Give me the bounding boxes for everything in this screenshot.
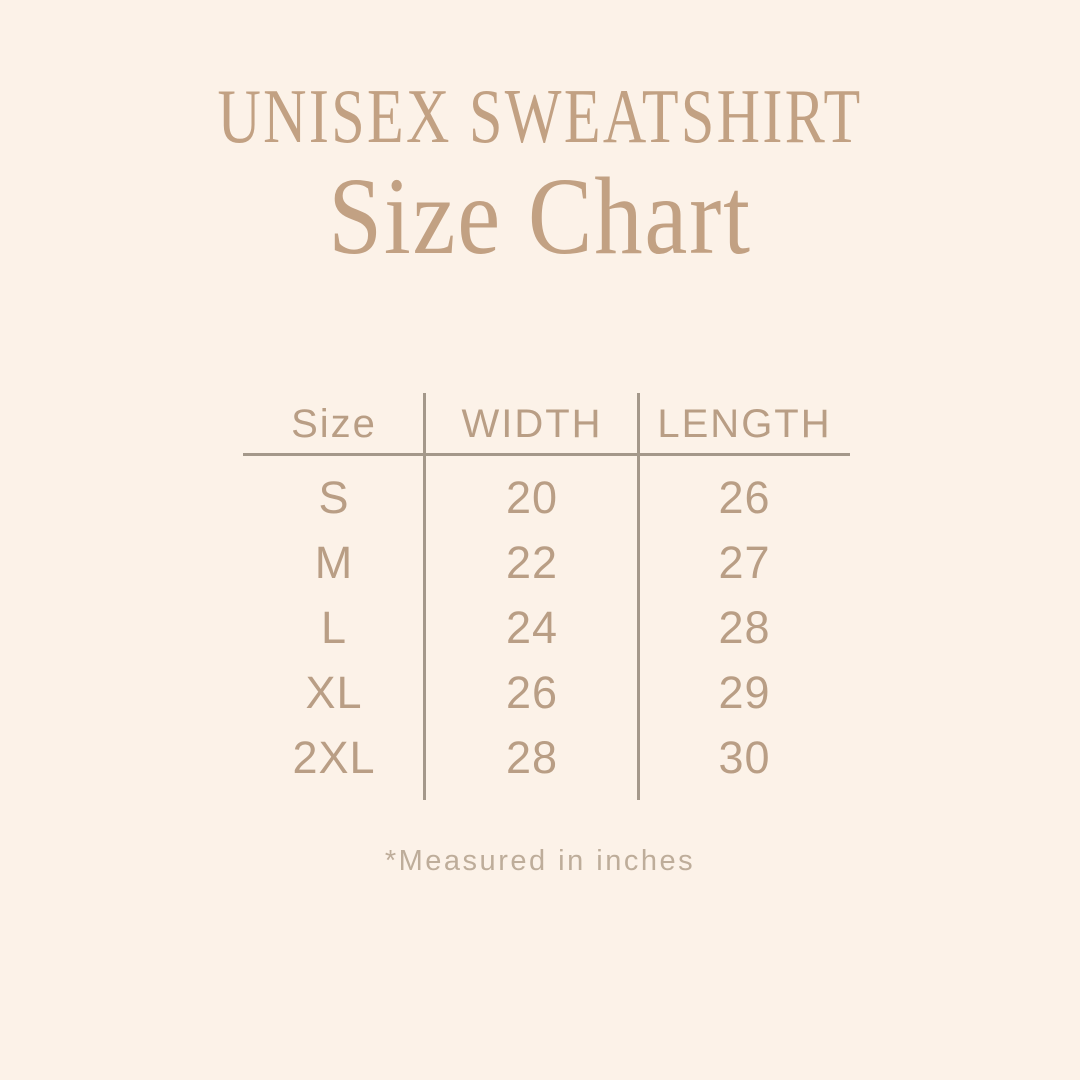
- size-cell: L: [320, 601, 348, 653]
- table-row: L 24 28: [243, 595, 850, 660]
- page-title: Size Chart: [328, 155, 752, 277]
- column-header-width: WIDTH: [461, 401, 603, 446]
- column-divider-line-1: [423, 393, 426, 800]
- product-line-title: UNISEX SWEATSHIRT: [217, 73, 863, 159]
- length-cell: 30: [718, 731, 771, 783]
- size-table: Size WIDTH LENGTH S 20 26 M 22 27 L 24 2…: [243, 393, 850, 800]
- width-cell: 20: [505, 471, 559, 523]
- width-cell: 22: [505, 536, 559, 588]
- column-divider-line-2: [637, 393, 640, 800]
- length-cell: 29: [718, 666, 771, 718]
- column-header-length: LENGTH: [657, 401, 832, 446]
- length-cell: 26: [718, 471, 771, 523]
- width-cell: 28: [505, 731, 559, 783]
- size-cell: S: [318, 471, 350, 523]
- column-header-size: Size: [291, 401, 377, 446]
- table-header-row: Size WIDTH LENGTH: [243, 393, 850, 455]
- table-row: XL 26 29: [243, 660, 850, 725]
- header-divider-line: [243, 453, 850, 456]
- measurement-note: *Measured in inches: [384, 845, 696, 877]
- size-cell: M: [314, 536, 354, 588]
- length-cell: 27: [718, 536, 771, 588]
- table-row: 2XL 28 30: [243, 725, 850, 790]
- width-cell: 26: [505, 666, 559, 718]
- size-cell: 2XL: [292, 731, 376, 783]
- table-row: S 20 26: [243, 465, 850, 530]
- table-body: S 20 26 M 22 27 L 24 28 XL 26 29 2XL 28 …: [243, 465, 850, 790]
- width-cell: 24: [505, 601, 559, 653]
- length-cell: 28: [718, 601, 771, 653]
- table-row: M 22 27: [243, 530, 850, 595]
- size-cell: XL: [305, 666, 363, 718]
